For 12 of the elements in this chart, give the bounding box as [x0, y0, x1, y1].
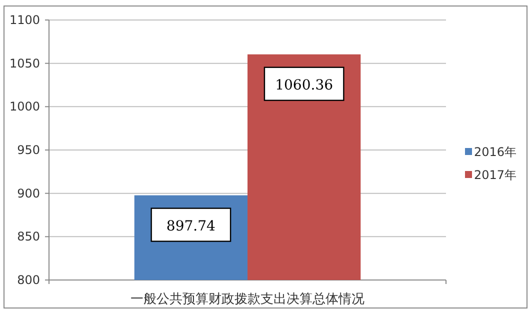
legend-label: 2017年 — [474, 168, 517, 182]
x-tick-label: 一般公共预算财政拨款支出决算总体情况 — [130, 292, 364, 307]
y-tick-label: 1050 — [9, 56, 40, 70]
y-tick-label: 850 — [17, 230, 40, 244]
y-tick-label: 1100 — [9, 13, 40, 27]
data-label: 897.74 — [166, 218, 216, 234]
y-tick-label: 950 — [17, 143, 40, 157]
y-tick-label: 1000 — [9, 100, 40, 114]
data-label: 1060.36 — [275, 77, 334, 94]
y-tick-label: 900 — [17, 186, 40, 200]
legend-label: 2016年 — [474, 145, 517, 159]
y-tick-label: 800 — [17, 273, 40, 287]
